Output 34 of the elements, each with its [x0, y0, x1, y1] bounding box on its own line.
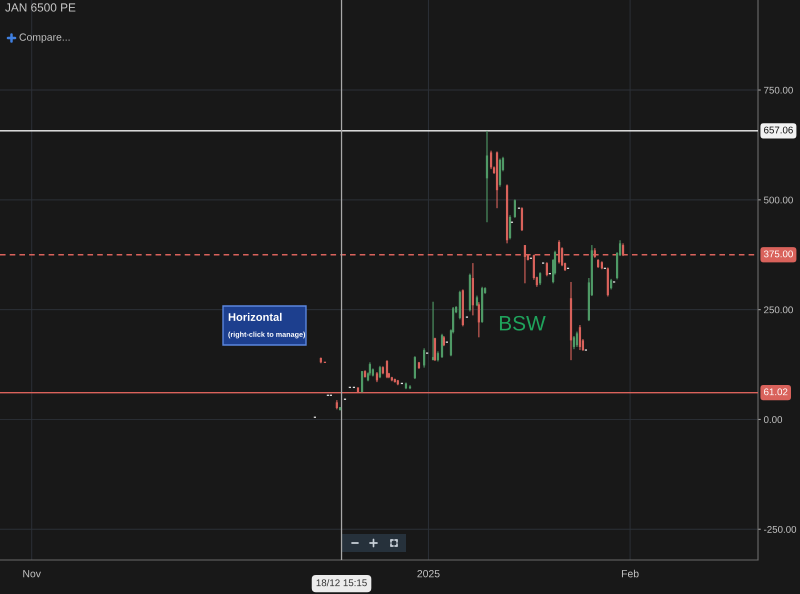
ref-line-label: 61.02 [764, 388, 788, 396]
candlestick [378, 365, 382, 379]
candlestick [476, 295, 478, 307]
candlestick [414, 356, 416, 380]
candlestick [490, 150, 492, 170]
candlestick [376, 371, 378, 383]
y-tick-label: 500.00 [764, 196, 793, 204]
candlestick [610, 278, 612, 290]
candlestick [578, 324, 582, 351]
annotation: Compare... [20, 33, 70, 43]
x-tick-label: Feb [622, 570, 639, 578]
candlestick [514, 198, 516, 218]
y-tick-label: 250.00 [764, 306, 793, 314]
candlestick [360, 370, 364, 393]
ref-line-label: 18/12 15:15 [316, 579, 367, 586]
candlestick [423, 348, 426, 368]
candlestick [436, 350, 440, 362]
x-tick-label: Nov [23, 570, 41, 578]
y-tick-label: -250.00 [764, 526, 796, 533]
y-tick-label: 0.00 [764, 416, 782, 424]
y-tick-label: 750.00 [764, 86, 793, 94]
ref-line-label: 657.06 [764, 126, 793, 134]
candlestick [546, 262, 548, 277]
chart-title: JAN 6500 PE [5, 3, 76, 12]
candlestick [520, 206, 524, 232]
annotation: Horizontal [228, 312, 282, 321]
x-tick-label: 2025 [417, 570, 440, 578]
candlestick [440, 333, 444, 359]
annotation: BSW [500, 316, 546, 331]
ref-line-label: 375.00 [764, 250, 793, 258]
candlestick [434, 337, 436, 362]
candlestick [539, 272, 542, 286]
candlestick [486, 130, 488, 223]
candlestick [478, 302, 480, 338]
